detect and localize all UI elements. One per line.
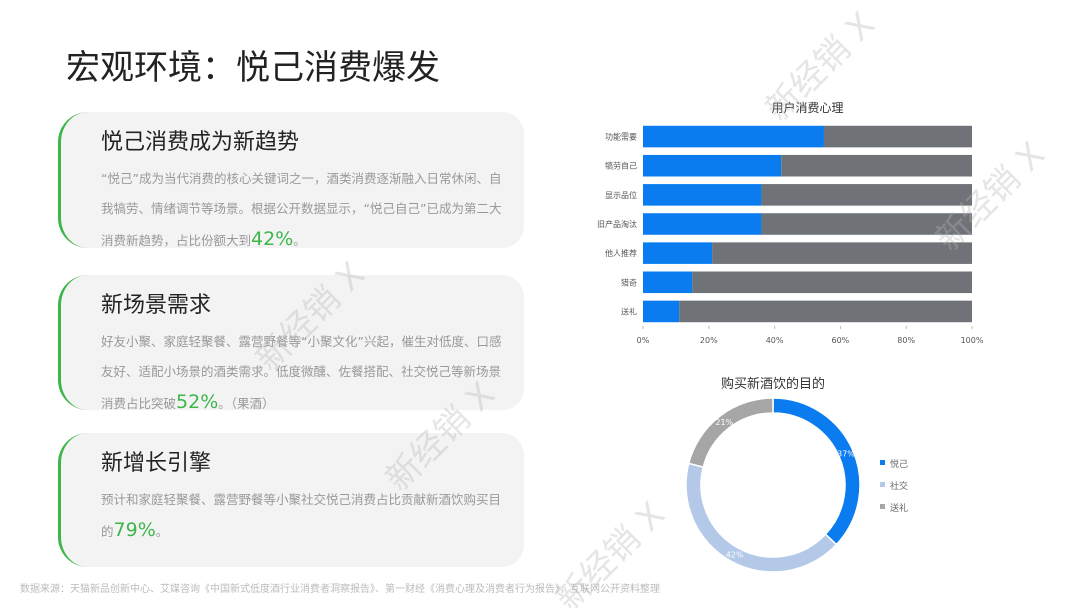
card-heading: 悦己消费成为新趋势 (101, 130, 300, 155)
card-text: “悦己”成为当代消费的核心关键词之一，酒类消费逐渐融入日常休闲、自我犒劳、情绪调… (101, 164, 504, 256)
card: 新增长引擎 预计和家庭轻聚餐、露营野餐等小聚社交悦己消费占比贡献新酒饮购买目的7… (58, 433, 524, 567)
card-heading: 新场景需求 (101, 293, 212, 318)
bar-segment (643, 154, 782, 177)
text: 预计和家庭轻聚餐、露营野餐等小聚社交悦己消费占比贡献新酒饮购买目的 (101, 492, 502, 539)
bar-segment (643, 213, 762, 235)
y-tick-label: 显示品位 (605, 190, 637, 200)
bar-segment (643, 300, 680, 323)
card: 悦己消费成为新趋势 “悦己”成为当代消费的核心关键词之一，酒类消费逐渐融入日常休… (58, 112, 524, 250)
x-tick-label: 80% (897, 336, 915, 345)
card-text: 预计和家庭轻聚餐、露营野餐等小聚社交悦己消费占比贡献新酒饮购买目的79%。 (101, 485, 504, 547)
y-tick-label: 送礼 (621, 306, 637, 316)
legend-swatch (880, 482, 885, 487)
legend-label: 送礼 (890, 502, 908, 514)
data-label: 21% (715, 418, 733, 427)
bar-segment (679, 300, 972, 323)
bar-segment (823, 125, 972, 148)
bar-segment (643, 125, 824, 148)
bar-segment (712, 242, 972, 264)
y-tick-label: 旧产品淘汰 (597, 219, 637, 229)
text: 。（果酒） (218, 396, 275, 411)
bar-segment (761, 213, 972, 235)
x-tick-label: 0% (637, 336, 650, 345)
legend-label: 悦己 (890, 458, 908, 470)
y-tick-label: 功能需要 (605, 132, 637, 142)
bar-segment (761, 184, 972, 206)
bar-segment (692, 271, 972, 294)
legend-label: 社交 (890, 480, 908, 492)
donut-segment (685, 462, 838, 573)
card: 新场景需求 好友小聚、家庭轻聚餐、露营野餐等“小聚文化”兴起，催生对低度、口感友… (58, 275, 524, 413)
x-tick-label: 40% (766, 336, 784, 345)
y-tick-label: 他人推荐 (605, 248, 637, 258)
highlight: 52% (176, 391, 219, 413)
bar-segment (781, 154, 972, 177)
data-label: 37% (837, 449, 855, 458)
data-label: 42% (726, 551, 744, 560)
bar-segment (643, 271, 693, 294)
donut-segment (687, 397, 774, 469)
text: 。 (293, 233, 306, 248)
card-heading: 新增长引擎 (101, 451, 212, 476)
chart-title: 购买新酒饮的目的 (721, 376, 825, 392)
legend-swatch (880, 460, 885, 465)
x-tick-label: 60% (832, 336, 850, 345)
donut-segment (772, 397, 861, 546)
highlight: 42% (251, 228, 294, 250)
highlight: 79% (113, 519, 156, 541)
bar-segment (643, 184, 762, 206)
card-text: 好友小聚、家庭轻聚餐、露营野餐等“小聚文化”兴起，催生对低度、口感友好、适配小场… (101, 327, 504, 419)
legend-swatch (880, 504, 885, 509)
slide-title: 宏观环境：悦己消费爆发 (66, 48, 440, 88)
x-tick-label: 100% (961, 336, 984, 345)
text: “悦己”成为当代消费的核心关键词之一，酒类消费逐渐融入日常休闲、自我犒劳、情绪调… (101, 171, 502, 248)
text: 。 (155, 524, 169, 539)
bar-segment (643, 242, 713, 264)
source-note: 数据来源：天猫新品创新中心、艾媒咨询《中国新式低度酒行业消费者洞察报告》、第一财… (20, 584, 660, 595)
y-tick-label: 犒劳自己 (605, 161, 637, 171)
chart-title: 用户消费心理 (771, 100, 843, 115)
text: 好友小聚、家庭轻聚餐、露营野餐等“小聚文化”兴起，催生对低度、口感友好、适配小场… (101, 334, 502, 411)
y-tick-label: 猎奇 (621, 277, 637, 287)
x-tick-label: 20% (700, 336, 718, 345)
